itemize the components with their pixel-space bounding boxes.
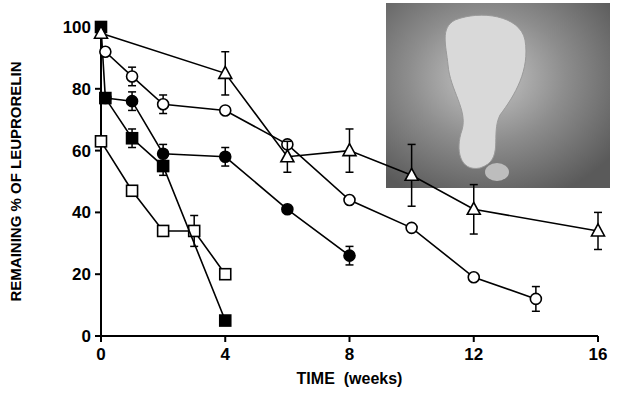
series-line bbox=[105, 52, 536, 299]
series bbox=[100, 92, 355, 265]
error-bar-cap bbox=[594, 249, 602, 251]
photo-object bbox=[445, 15, 526, 168]
error-bar-cap bbox=[159, 162, 167, 164]
data-point bbox=[158, 99, 169, 110]
error-bar-cap bbox=[346, 246, 354, 248]
data-point bbox=[219, 66, 232, 78]
data-point bbox=[127, 71, 138, 82]
y-tick-label: 0 bbox=[82, 327, 91, 346]
error-bar-cap bbox=[159, 144, 167, 146]
x-tick bbox=[597, 336, 599, 342]
series bbox=[96, 22, 231, 327]
error-bar-cap bbox=[346, 171, 354, 173]
error-bar-cap bbox=[408, 144, 416, 146]
x-tick-label: 8 bbox=[345, 345, 354, 364]
series-line bbox=[101, 141, 225, 274]
y-axis bbox=[100, 27, 102, 336]
error-bar-cap bbox=[470, 184, 478, 186]
y-tick bbox=[95, 273, 101, 275]
inset-photo bbox=[386, 3, 610, 188]
data-point bbox=[220, 269, 231, 280]
error-bar-cap bbox=[283, 141, 291, 143]
error-bar-cap bbox=[128, 147, 136, 149]
error-bar-cap bbox=[221, 147, 229, 149]
series bbox=[100, 46, 542, 311]
data-point bbox=[100, 93, 111, 104]
error-bar-cap bbox=[190, 246, 198, 248]
x-tick bbox=[224, 336, 226, 342]
data-point bbox=[468, 272, 479, 283]
y-tick bbox=[95, 211, 101, 213]
data-point bbox=[344, 250, 355, 261]
data-point bbox=[405, 168, 418, 180]
y-tick-label: 100 bbox=[63, 18, 91, 37]
error-bar-cap bbox=[128, 66, 136, 68]
y-tick-label: 60 bbox=[72, 142, 91, 161]
error-bar-cap bbox=[221, 51, 229, 53]
data-point bbox=[158, 148, 169, 159]
error-bar-cap bbox=[532, 286, 540, 288]
data-point bbox=[220, 105, 231, 116]
error-bar-cap bbox=[190, 215, 198, 217]
data-point bbox=[127, 133, 138, 144]
x-tick bbox=[100, 336, 102, 342]
y-tick-label: 40 bbox=[72, 203, 91, 222]
y-tick bbox=[95, 150, 101, 152]
y-tick-label: 80 bbox=[72, 80, 91, 99]
error-bar-cap bbox=[159, 175, 167, 177]
chart: 0 20 40 60 80 100 0 4 8 12 16 TIME (weeks) REMAINING… bbox=[0, 0, 617, 393]
photo-object bbox=[485, 163, 509, 181]
data-point bbox=[220, 151, 231, 162]
data-point bbox=[96, 136, 107, 147]
series-line bbox=[101, 27, 225, 321]
data-point bbox=[100, 46, 111, 57]
x-tick bbox=[473, 336, 475, 342]
x-tick-label: 4 bbox=[221, 345, 231, 364]
error-bar-cap bbox=[128, 110, 136, 112]
error-bar-cap bbox=[221, 165, 229, 167]
error-bar-cap bbox=[283, 171, 291, 173]
error-bar-cap bbox=[128, 128, 136, 130]
series bbox=[95, 26, 605, 249]
error-bar-cap bbox=[128, 85, 136, 87]
x-tick-label: 16 bbox=[589, 345, 608, 364]
error-bar-cap bbox=[470, 233, 478, 235]
error-bar-cap bbox=[159, 94, 167, 96]
data-point bbox=[158, 225, 169, 236]
error-bar-cap bbox=[346, 264, 354, 266]
series-line bbox=[105, 98, 349, 256]
data-point bbox=[467, 202, 480, 214]
x-tick bbox=[349, 336, 351, 342]
data-point bbox=[282, 204, 293, 215]
data-point bbox=[95, 26, 108, 38]
photo-background bbox=[386, 3, 610, 188]
x-tick-label: 12 bbox=[464, 345, 483, 364]
data-point bbox=[220, 315, 231, 326]
data-point bbox=[344, 195, 355, 206]
error-bar-cap bbox=[408, 205, 416, 207]
y-axis-title: REMAINING % OF LEUPRORELIN bbox=[7, 61, 24, 301]
data-point bbox=[100, 93, 111, 104]
x-tick-label: 0 bbox=[96, 345, 105, 364]
data-point bbox=[343, 144, 356, 156]
data-point bbox=[127, 96, 138, 107]
data-point bbox=[281, 150, 294, 162]
x-axis-title: TIME (weeks) bbox=[297, 370, 403, 387]
data-point bbox=[592, 224, 605, 236]
series bbox=[96, 136, 231, 280]
y-tick bbox=[95, 88, 101, 90]
error-bar-cap bbox=[346, 128, 354, 130]
plot-area bbox=[95, 22, 605, 327]
error-bar-cap bbox=[128, 91, 136, 93]
series-line bbox=[101, 33, 598, 231]
error-bar-cap bbox=[532, 311, 540, 313]
data-point bbox=[127, 185, 138, 196]
y-tick-label: 20 bbox=[72, 265, 91, 284]
error-bar-cap bbox=[594, 212, 602, 214]
data-point bbox=[530, 293, 541, 304]
error-bar-cap bbox=[221, 94, 229, 96]
error-bar-cap bbox=[159, 113, 167, 115]
data-point bbox=[406, 222, 417, 233]
